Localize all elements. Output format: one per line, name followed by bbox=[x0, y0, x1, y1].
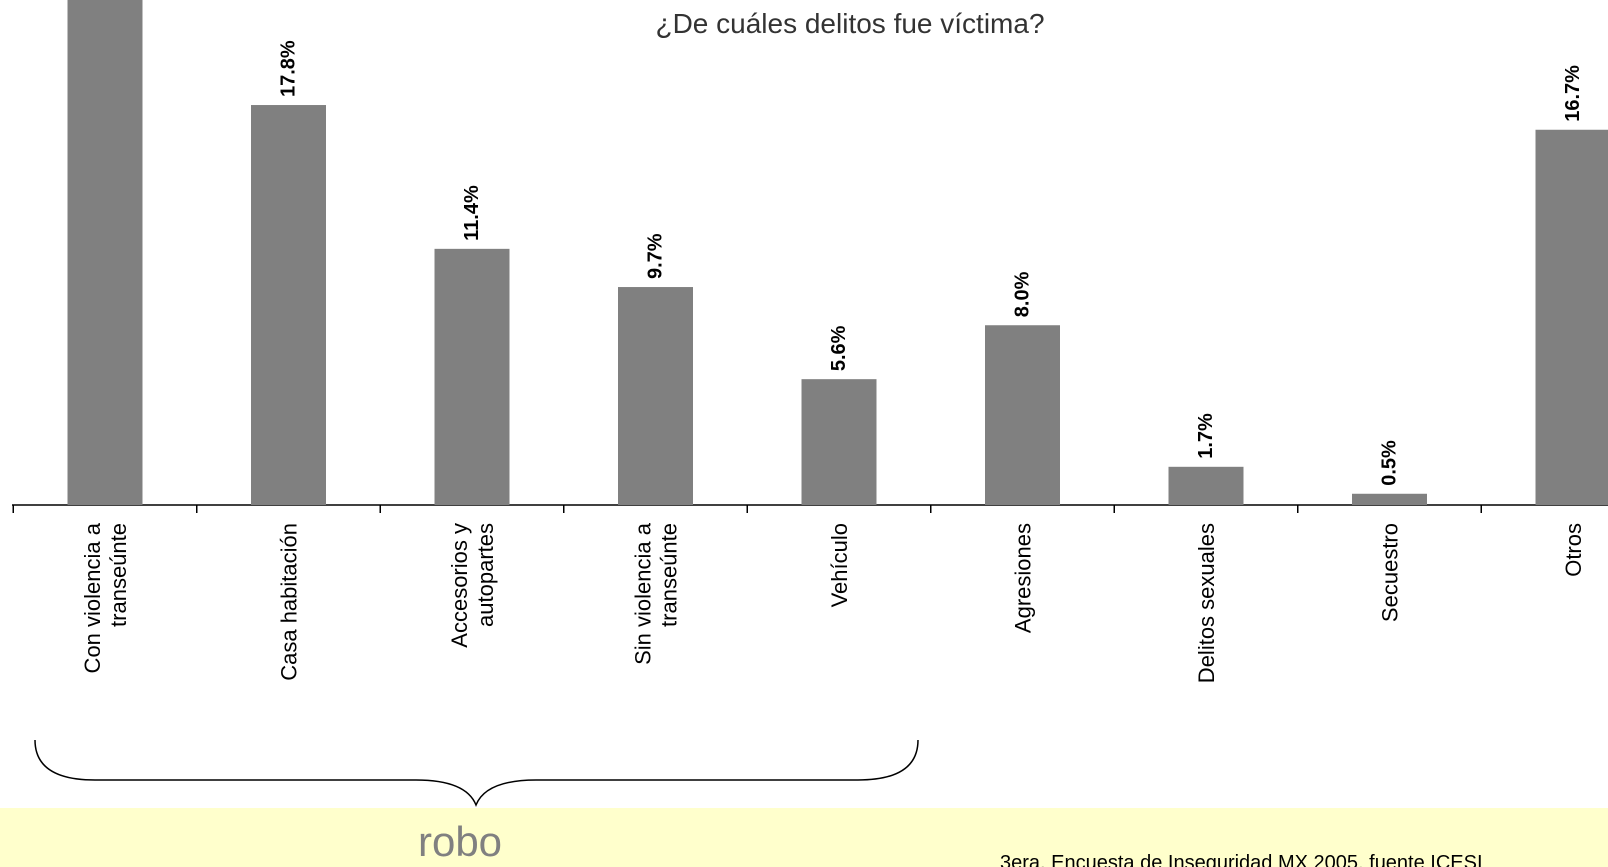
category-label: transeúnte bbox=[657, 523, 682, 627]
bar bbox=[251, 105, 326, 505]
group-brace-label: robo bbox=[417, 818, 503, 865]
bar bbox=[434, 248, 510, 506]
footer-band bbox=[0, 808, 1608, 867]
bar bbox=[1535, 129, 1608, 505]
source-note: 3era. Encuesta de Inseguridad MX 2005, f… bbox=[1000, 852, 1483, 867]
bar bbox=[985, 325, 1060, 505]
bar-value-label: 16.7% bbox=[1562, 65, 1584, 122]
bar bbox=[618, 287, 693, 505]
category-label: Con violencia a bbox=[80, 522, 105, 673]
bar-value-label: 17.8% bbox=[278, 40, 300, 97]
chart-title: ¿De cuáles delitos fue víctima? bbox=[655, 8, 1045, 39]
category-label: autopartes bbox=[473, 523, 498, 627]
group-brace bbox=[34, 739, 919, 808]
category-label: Vehículo bbox=[827, 523, 852, 607]
category-label: Secuestro bbox=[1378, 523, 1403, 622]
bar-value-label: 8.0% bbox=[1012, 271, 1034, 317]
bar bbox=[67, 0, 143, 506]
bar bbox=[1168, 466, 1244, 505]
category-label: Accesorios y bbox=[447, 523, 472, 648]
bar-value-label: 5.6% bbox=[828, 325, 850, 371]
bar-value-label: 11.4% bbox=[461, 185, 483, 241]
category-label: Otros bbox=[1561, 523, 1586, 577]
bar bbox=[1352, 493, 1427, 505]
category-label: Sin violencia a bbox=[631, 522, 656, 665]
category-label: Delitos sexuales bbox=[1194, 523, 1219, 683]
category-label: Agresiones bbox=[1011, 523, 1036, 633]
category-label: Casa habitación bbox=[277, 523, 302, 681]
bar-value-label: 0.5% bbox=[1379, 440, 1401, 486]
bar-value-label: 9.7% bbox=[645, 233, 667, 279]
bar-value-label: 1.7% bbox=[1195, 413, 1217, 459]
bar bbox=[801, 379, 877, 505]
category-label: transeúnte bbox=[106, 523, 131, 627]
